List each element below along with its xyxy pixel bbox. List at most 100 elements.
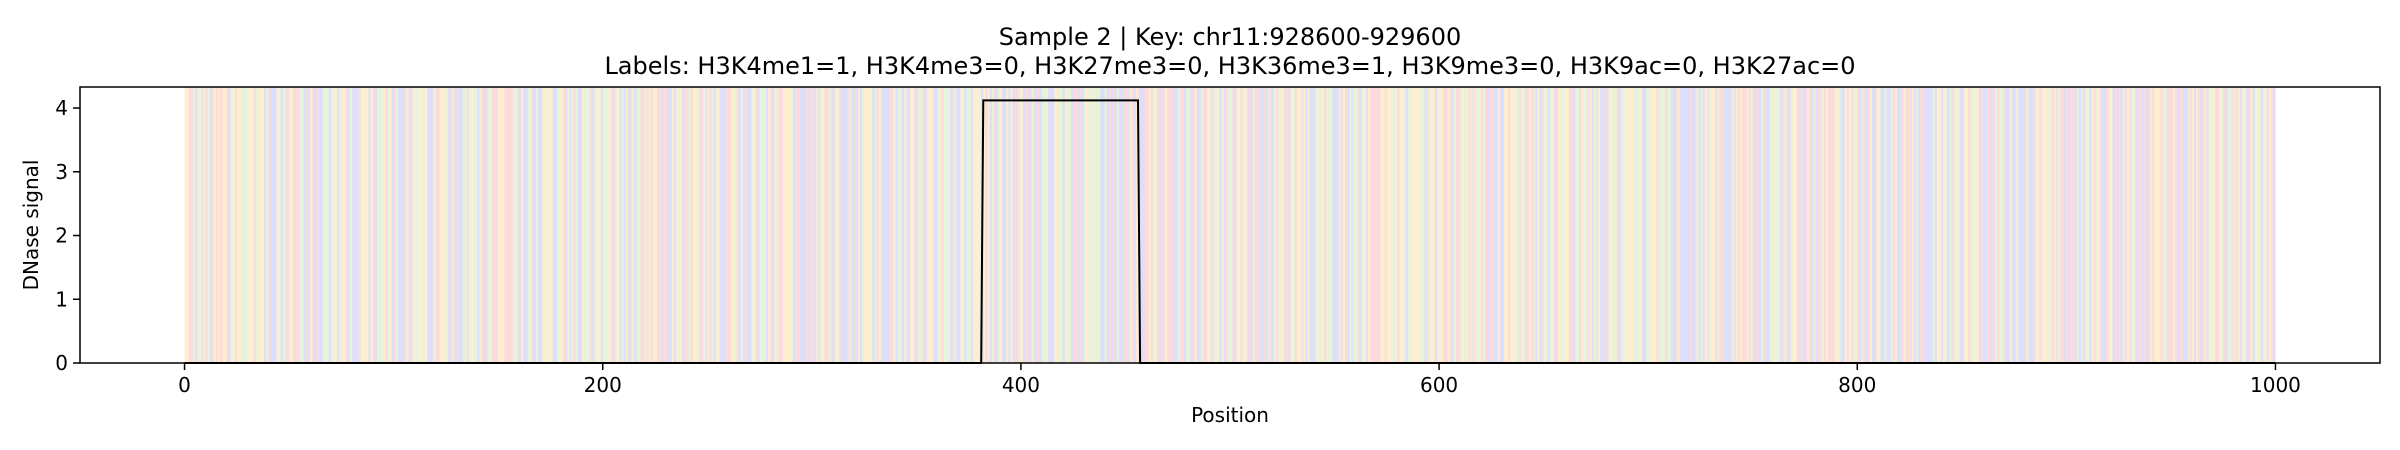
background-band xyxy=(592,87,595,363)
background-band xyxy=(1811,87,1814,363)
background-band xyxy=(841,87,844,363)
background-band xyxy=(721,87,725,363)
background-band xyxy=(849,87,852,363)
background-band xyxy=(475,87,478,363)
background-band xyxy=(1048,87,1051,363)
background-band xyxy=(1631,87,1634,363)
background-band xyxy=(1516,87,1519,363)
background-band xyxy=(1027,87,1030,363)
background-band xyxy=(431,87,434,363)
background-band xyxy=(1788,87,1791,363)
background-band xyxy=(1635,87,1639,363)
background-band xyxy=(1974,87,1977,363)
background-band xyxy=(2009,87,2013,363)
background-band xyxy=(2214,87,2218,363)
background-band xyxy=(1991,87,1994,363)
background-band xyxy=(644,87,647,363)
background-band xyxy=(326,87,330,363)
background-band xyxy=(1572,87,1576,363)
background-band xyxy=(374,87,378,363)
background-band xyxy=(1156,87,1160,363)
background-band xyxy=(818,87,821,363)
background-band xyxy=(1253,87,1256,363)
background-band xyxy=(640,87,643,363)
background-band xyxy=(655,87,658,363)
background-band xyxy=(1506,87,1509,363)
background-band xyxy=(1225,87,1229,363)
background-band xyxy=(782,87,785,363)
background-band xyxy=(857,87,861,363)
background-band xyxy=(2078,87,2082,363)
background-band xyxy=(1148,87,1151,363)
background-band xyxy=(1989,87,1992,363)
background-band xyxy=(2120,87,2124,363)
background-band xyxy=(755,87,758,363)
background-band xyxy=(669,87,673,363)
background-band xyxy=(1123,87,1126,363)
background-band xyxy=(1397,87,1400,363)
background-band xyxy=(834,87,838,363)
background-band xyxy=(949,87,953,363)
background-band xyxy=(993,87,997,363)
background-band xyxy=(2066,87,2069,363)
background-band xyxy=(928,87,932,363)
background-band xyxy=(483,87,486,363)
background-band xyxy=(1531,87,1534,363)
background-band xyxy=(1997,87,2000,363)
background-band xyxy=(1004,87,1007,363)
background-band xyxy=(882,87,886,363)
background-band xyxy=(1250,87,1254,363)
background-band xyxy=(370,87,374,363)
background-band xyxy=(443,87,447,363)
background-band xyxy=(1443,87,1446,363)
background-band xyxy=(1315,87,1319,363)
background-band xyxy=(1957,87,1961,363)
background-band xyxy=(1184,87,1187,363)
background-band xyxy=(324,87,328,363)
background-band xyxy=(1671,87,1674,363)
background-band xyxy=(899,87,903,363)
background-band xyxy=(1094,87,1097,363)
background-band xyxy=(1196,87,1199,363)
background-band xyxy=(774,87,777,363)
background-band xyxy=(2150,87,2153,363)
background-band xyxy=(878,87,882,363)
background-band xyxy=(433,87,436,363)
background-band xyxy=(448,87,451,363)
background-band xyxy=(1069,87,1072,363)
background-band xyxy=(1050,87,1053,363)
background-band xyxy=(912,87,915,363)
background-band xyxy=(1518,87,1521,363)
background-band xyxy=(1014,87,1018,363)
background-band xyxy=(1815,87,1818,363)
background-band xyxy=(529,87,532,363)
background-band xyxy=(422,87,426,363)
background-band xyxy=(1982,87,1986,363)
background-band xyxy=(1150,87,1153,363)
background-band xyxy=(1723,87,1726,363)
background-band xyxy=(1646,87,1649,363)
background-band xyxy=(1428,87,1432,363)
background-band xyxy=(744,87,748,363)
background-band xyxy=(1246,87,1250,363)
background-band xyxy=(1056,87,1059,363)
background-band xyxy=(1899,87,1902,363)
background-band xyxy=(1993,87,1996,363)
background-band xyxy=(1777,87,1781,363)
background-band xyxy=(535,87,539,363)
background-band xyxy=(2154,87,2157,363)
background-band xyxy=(732,87,735,363)
background-band xyxy=(1905,87,1908,363)
background-band xyxy=(1244,87,1248,363)
background-band xyxy=(1029,87,1032,363)
background-band xyxy=(1966,87,1969,363)
background-band xyxy=(627,87,631,363)
background-band xyxy=(1784,87,1787,363)
background-band xyxy=(703,87,706,363)
background-band xyxy=(855,87,859,363)
background-band xyxy=(650,87,654,363)
background-band xyxy=(238,87,242,363)
background-band xyxy=(1391,87,1394,363)
background-band xyxy=(964,87,967,363)
background-band xyxy=(951,87,955,363)
